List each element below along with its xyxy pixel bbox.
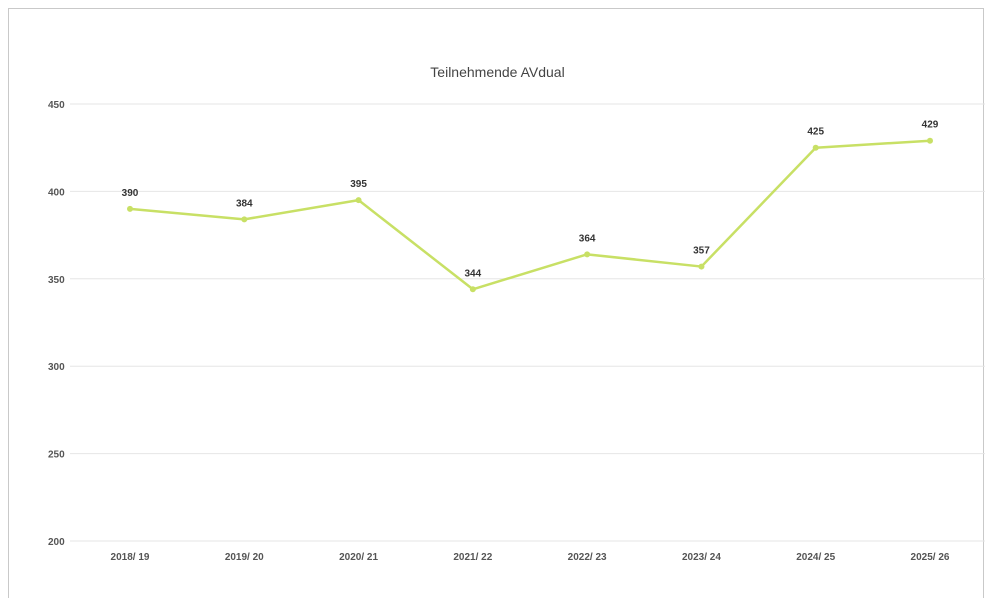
data-label-2: 384 bbox=[236, 198, 253, 209]
data-label-3: 395 bbox=[350, 179, 367, 190]
data-point-6 bbox=[698, 263, 705, 270]
data-point-7 bbox=[812, 144, 819, 151]
data-point-1 bbox=[127, 205, 133, 212]
data-label-6: 357 bbox=[693, 246, 710, 257]
x-tick-label-7: 2024/ 25 bbox=[796, 552, 835, 563]
data-label-4: 344 bbox=[465, 268, 482, 279]
gridlines bbox=[70, 103, 985, 542]
x-tick-label-2: 2019/ 20 bbox=[225, 552, 264, 563]
x-axis: 2018/ 19 2019/ 20 2020/ 21 2021/ 22 2022/ 23… bbox=[111, 552, 950, 563]
x-tick-label-1: 2018/ 19 bbox=[111, 552, 150, 563]
data-point-2 bbox=[241, 216, 248, 223]
series-layer bbox=[127, 137, 933, 293]
data-label-7: 425 bbox=[807, 127, 824, 138]
x-tick-label-5: 2022/ 23 bbox=[568, 552, 607, 563]
data-label-5: 364 bbox=[579, 233, 596, 244]
data-label-8: 429 bbox=[922, 120, 939, 131]
x-tick-label-6: 2023/ 24 bbox=[682, 552, 721, 563]
y-axis: 200 250 300 350 400 450 bbox=[48, 100, 65, 548]
y-tick-label-250: 250 bbox=[48, 450, 65, 461]
y-tick-label-200: 200 bbox=[48, 537, 65, 548]
data-point-5 bbox=[584, 251, 591, 258]
y-tick-label-400: 400 bbox=[48, 187, 65, 198]
x-tick-label-8: 2025/ 26 bbox=[911, 552, 950, 563]
data-labels: 390 384 395 344 364 357 425 429 bbox=[122, 120, 939, 280]
chart-frame bbox=[8, 8, 984, 598]
y-tick-label-300: 300 bbox=[48, 362, 65, 373]
x-tick-label-4: 2021/ 22 bbox=[453, 552, 492, 563]
y-tick-label-450: 450 bbox=[48, 100, 65, 111]
chart-title: Teilnehmende AVdual bbox=[430, 64, 565, 80]
data-label-1: 390 bbox=[122, 188, 139, 199]
data-point-4 bbox=[469, 286, 476, 293]
x-tick-label-3: 2020/ 21 bbox=[339, 552, 378, 563]
y-tick-label-350: 350 bbox=[48, 275, 65, 286]
data-point-8 bbox=[927, 137, 933, 144]
series-line-1 bbox=[129, 139, 931, 291]
data-point-3 bbox=[355, 197, 362, 204]
